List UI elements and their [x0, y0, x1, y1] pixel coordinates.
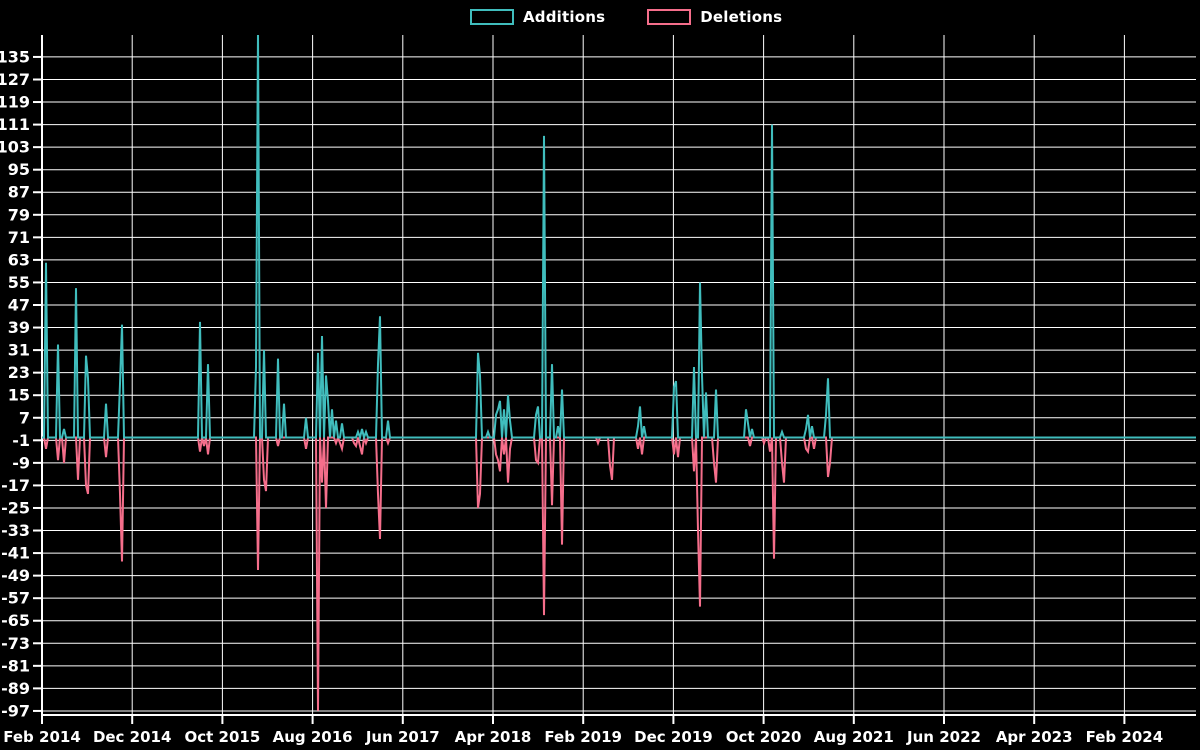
y-tick-label: 39	[8, 318, 30, 337]
deletions-legend-label: Deletions	[700, 8, 783, 26]
x-tick-label: Jun 2017	[365, 728, 440, 746]
y-tick-label: 7	[19, 408, 30, 427]
y-tick-label: 47	[8, 296, 30, 315]
y-tick-label: -57	[1, 589, 30, 608]
y-tick-label: -9	[12, 453, 30, 472]
y-tick-label: 15	[8, 386, 30, 405]
y-tick-label: 23	[8, 363, 30, 382]
y-tick-label: 31	[8, 341, 30, 360]
additions-series-line	[42, 35, 1196, 442]
y-tick-label: 95	[8, 160, 30, 179]
x-tick-label: Oct 2020	[726, 728, 802, 746]
y-tick-label: -97	[1, 701, 30, 720]
x-tick-label: Apr 2018	[455, 728, 532, 746]
y-tick-label: -65	[1, 611, 30, 630]
x-tick-label: Feb 2019	[544, 728, 622, 746]
deletions-legend-swatch	[647, 9, 692, 25]
y-tick-label: -49	[1, 566, 30, 585]
x-tick-label: Apr 2023	[996, 728, 1073, 746]
y-tick-label: -89	[1, 679, 30, 698]
y-tick-label: -33	[1, 521, 30, 540]
y-tick-label: -17	[1, 476, 30, 495]
y-tick-label: 119	[0, 93, 30, 112]
x-tick-label: Dec 2019	[634, 728, 713, 746]
y-tick-label: 135	[0, 47, 30, 66]
chart-legend: Additions Deletions	[470, 8, 782, 26]
y-tick-label: 127	[0, 70, 30, 89]
y-tick-label: 71	[8, 228, 30, 247]
additions-legend-swatch	[470, 9, 514, 25]
x-tick-label: Dec 2014	[93, 728, 172, 746]
y-tick-label: -81	[1, 656, 30, 675]
x-tick-label: Jun 2022	[906, 728, 981, 746]
x-tick-label: Feb 2014	[3, 728, 81, 746]
x-tick-label: Feb 2024	[1086, 728, 1164, 746]
y-tick-label: 79	[8, 205, 30, 224]
y-tick-label: -73	[1, 634, 30, 653]
x-tick-label: Oct 2015	[185, 728, 261, 746]
y-tick-label: 55	[8, 273, 30, 292]
additions-legend-label: Additions	[523, 8, 606, 26]
y-tick-label: -25	[1, 498, 30, 517]
y-tick-label: 103	[0, 138, 30, 157]
y-tick-label: -41	[1, 544, 30, 563]
y-tick-label: -1	[12, 431, 30, 450]
x-tick-label: Aug 2016	[273, 728, 353, 746]
y-tick-label: 111	[0, 115, 30, 134]
x-tick-label: Aug 2021	[814, 728, 894, 746]
y-tick-label: 63	[8, 250, 30, 269]
y-tick-label: 87	[8, 183, 30, 202]
